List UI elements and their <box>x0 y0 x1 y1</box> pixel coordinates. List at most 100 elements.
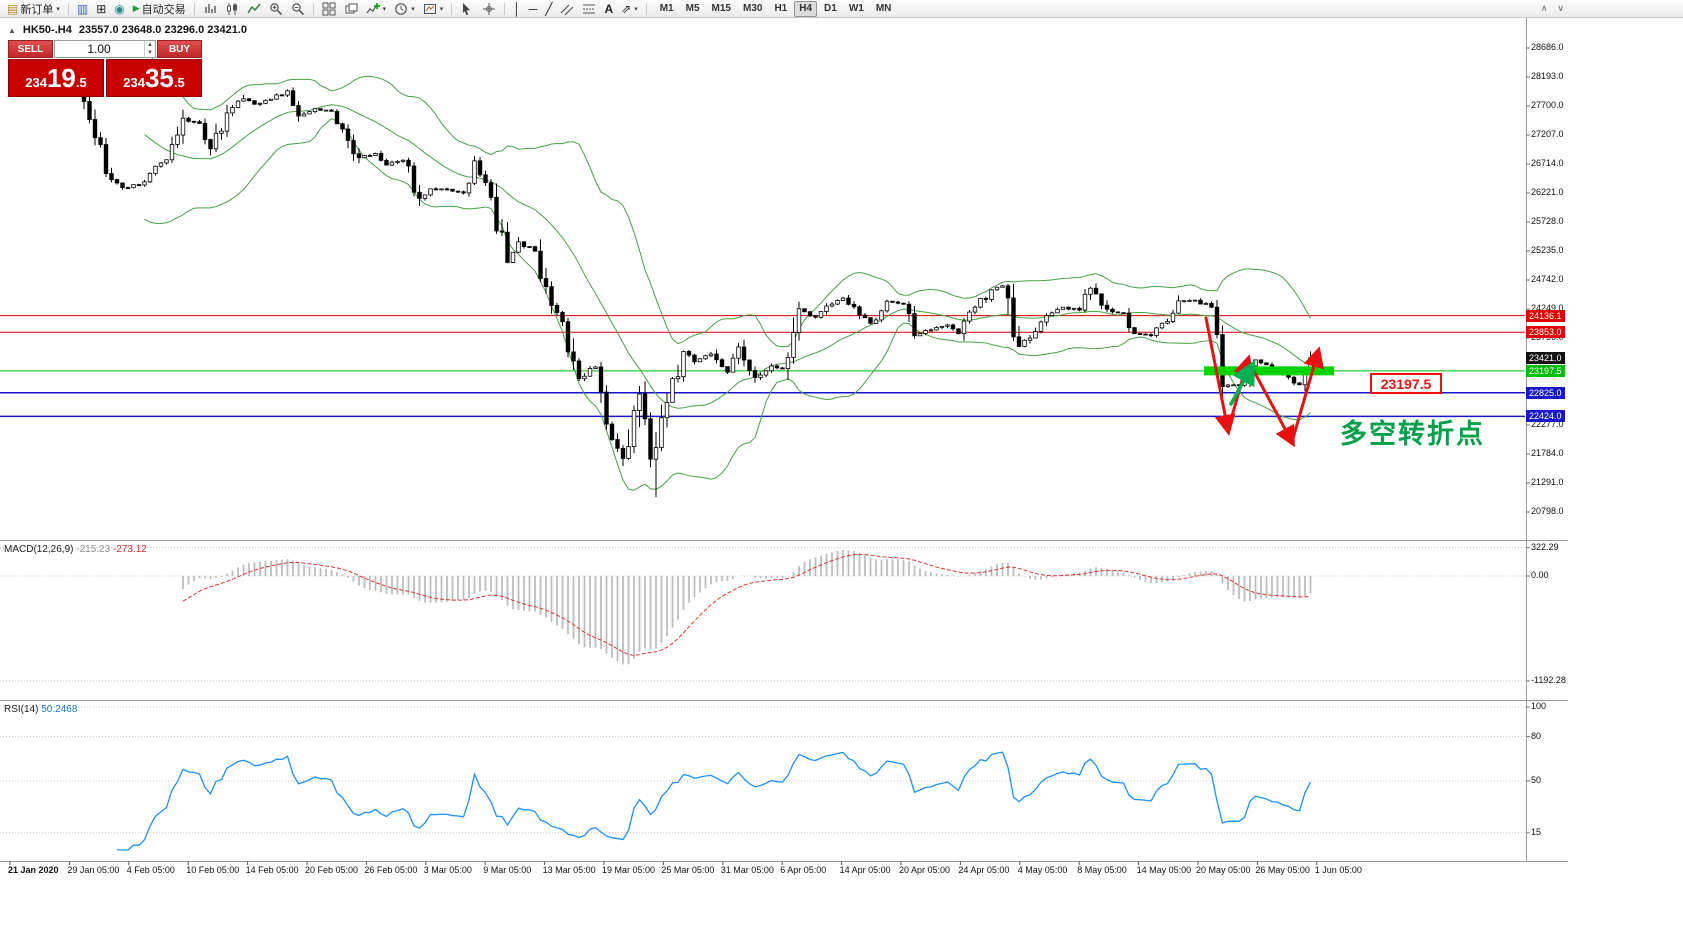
trendline-button[interactable]: ╱ <box>541 1 556 17</box>
time-axis-label: 26 Feb 05:00 <box>364 865 418 875</box>
buy-button[interactable]: BUY <box>157 40 202 58</box>
time-axis-label: 9 Mar 05:00 <box>483 865 532 875</box>
navigator-button[interactable]: ◉ <box>110 1 128 17</box>
price-axis-label: 28686.0 <box>1531 42 1564 52</box>
line-chart-button[interactable] <box>243 1 265 17</box>
line-chart-icon <box>247 3 261 13</box>
volume-increase-button[interactable]: ▲ <box>147 42 153 48</box>
timeframe-button-m1[interactable]: M1 <box>655 1 679 17</box>
sell-price-suffix: .5 <box>75 75 87 90</box>
sell-button[interactable]: SELL <box>8 40 53 58</box>
arrow-tools-icon: ⇗ <box>621 1 632 16</box>
rsi-line <box>116 751 1312 851</box>
buy-price-big-digits: 35 <box>144 63 174 93</box>
time-axis-label: 20 Apr 05:00 <box>899 865 951 875</box>
time-axis-label: 26 May 05:00 <box>1255 865 1310 875</box>
chevron-up-button[interactable]: ∧ <box>1537 1 1552 17</box>
price-axis-label: 26714.0 <box>1531 158 1564 168</box>
caret-down-icon: ▾ <box>439 5 444 13</box>
price-axis-label: 27700.0 <box>1531 100 1564 110</box>
price-axis-label: 21784.0 <box>1531 448 1564 458</box>
sell-price[interactable]: 234 19.5 <box>8 59 104 97</box>
time-axis-label: 1 Jun 05:00 <box>1314 865 1362 875</box>
buy-price-suffix: .5 <box>173 75 185 90</box>
turning-point-note[interactable]: 多空转折点 <box>1340 419 1485 449</box>
time-axis: 21 Jan 2020 29 Jan 05:00 4 Feb 05:00 10 Feb… <box>0 863 1568 877</box>
templates-button[interactable]: ▾ <box>419 1 448 17</box>
autotrade-label: 自动交易 <box>141 3 186 16</box>
timeframe-button-h4[interactable]: H4 <box>794 0 818 17</box>
time-axis-label: 13 Mar 05:00 <box>542 865 596 875</box>
vertical-line-button[interactable]: │ <box>509 1 525 17</box>
chevron-down-icon: ∨ <box>1557 3 1564 13</box>
arrow-tools-button[interactable]: ⇗ ▾ <box>617 1 642 17</box>
cursor-button[interactable] <box>456 1 478 17</box>
cascade-windows-icon <box>345 3 358 13</box>
fibonacci-button[interactable] <box>578 1 600 17</box>
sell-price-prefix: 234 <box>25 75 47 90</box>
price-level-badge: 23853.0 <box>1526 326 1565 339</box>
candlestick-button[interactable] <box>221 1 243 17</box>
trendline-icon: ╱ <box>545 1 553 16</box>
time-axis-label: 31 Mar 05:00 <box>720 865 774 875</box>
volume-decrease-button[interactable]: ▼ <box>147 50 153 56</box>
timeframe-button-d1[interactable]: D1 <box>819 1 842 17</box>
sell-price-big-digits: 19 <box>46 63 76 93</box>
bar-chart-button[interactable] <box>199 1 221 17</box>
rsi-value: 50.2468 <box>41 704 78 715</box>
caret-down-icon: ▾ <box>56 5 60 13</box>
price-level-annotation[interactable]: 23197.5 <box>1370 373 1442 394</box>
horizontal-line-button[interactable]: ─ <box>525 1 542 17</box>
time-axis-label: 8 May 05:00 <box>1077 865 1127 875</box>
zoom-in-icon <box>269 2 282 15</box>
timeframe-button-m30[interactable]: M30 <box>738 1 767 17</box>
caret-down-icon: ▾ <box>634 5 638 13</box>
candles-layer <box>37 84 1313 498</box>
price-axis-label: 50 <box>1531 775 1542 785</box>
timeframe-button-m15[interactable]: M15 <box>707 1 736 17</box>
price-level-badge: 22424.0 <box>1526 410 1565 423</box>
autotrade-button[interactable]: ▶ 自动交易 <box>129 1 190 17</box>
market-watch-button[interactable]: ▥ <box>73 1 92 17</box>
tile-windows-button[interactable] <box>318 1 340 17</box>
time-axis-label: 19 Mar 05:00 <box>602 865 656 875</box>
macd-panel <box>182 549 1312 665</box>
cascade-windows-button[interactable] <box>340 1 362 17</box>
macd-signal-value: -273.12 <box>112 544 147 555</box>
buy-price[interactable]: 234 35.5 <box>106 59 202 97</box>
new-order-button[interactable]: ▤ 新订单 ▾ <box>3 1 64 17</box>
text-button[interactable]: A <box>600 1 617 17</box>
rsi-indicator-label: RSI(14) 50.2468 <box>4 704 77 715</box>
timeframe-toolbar: M1 M5 M15 M30 H1 H4 D1 W1 MN <box>655 0 897 17</box>
data-window-button[interactable]: ⊞ <box>92 1 110 17</box>
price-axis: 28686.0 28193.0 27700.0 27207.0 26714.0 26221… <box>1526 0 1586 880</box>
zoom-out-button[interactable] <box>287 1 309 17</box>
indicators-button[interactable]: ▾ <box>362 1 391 17</box>
price-level-badge: 23421.0 <box>1526 351 1565 364</box>
zoom-in-button[interactable] <box>265 1 287 17</box>
price-axis-label: 15 <box>1531 826 1542 837</box>
price-level-badge: 22825.0 <box>1526 386 1565 399</box>
macd-main-value: -215.23 <box>76 544 111 555</box>
timeframe-button-w1[interactable]: W1 <box>844 1 869 17</box>
navigator-icon: ◉ <box>114 1 125 16</box>
time-axis-label: 10 Feb 05:00 <box>186 865 240 875</box>
crosshair-button[interactable] <box>478 1 500 17</box>
time-axis-label: 20 Feb 05:00 <box>305 865 359 875</box>
chevron-up-icon: ∧ <box>1540 3 1548 13</box>
bar-chart-icon <box>204 3 216 13</box>
volume-stepper: ▲ ▼ <box>144 41 155 57</box>
buy-button-label: BUY <box>168 43 191 55</box>
channel-button[interactable] <box>556 1 578 17</box>
periods-button[interactable]: ▾ <box>390 1 419 17</box>
timeframe-button-mn[interactable]: MN <box>871 1 897 17</box>
volume-input[interactable] <box>55 42 155 56</box>
time-axis-label: 14 May 05:00 <box>1136 865 1192 875</box>
new-order-label: 新订单 <box>20 3 54 16</box>
timeframe-button-h1[interactable]: H1 <box>769 1 792 17</box>
market-watch-icon: ▥ <box>76 1 89 16</box>
one-click-toggle-icon[interactable]: ▲ <box>8 25 16 35</box>
chevron-down-button[interactable]: ∨ <box>1553 1 1568 17</box>
timeframe-button-m5[interactable]: M5 <box>681 1 705 17</box>
